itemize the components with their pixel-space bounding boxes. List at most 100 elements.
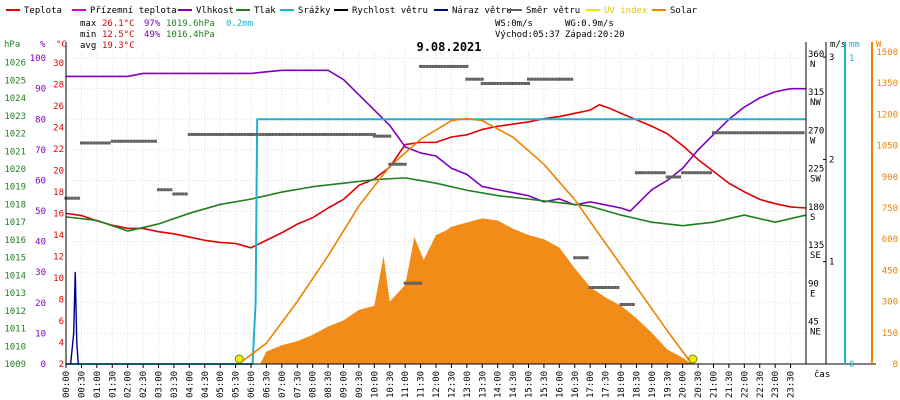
wind-direction-point <box>388 134 392 138</box>
wind-direction-point <box>567 77 571 81</box>
wind-direction-point <box>363 132 367 136</box>
wind-direction-point <box>730 131 734 135</box>
wind-direction-point <box>514 81 518 85</box>
direction-tick: 90 <box>808 279 819 289</box>
hpa-tick: 1011 <box>4 325 26 335</box>
wind-direction-point <box>187 132 191 136</box>
stats-min-hum: 49% <box>144 30 161 40</box>
wind-direction-point <box>650 171 654 175</box>
wind-direction-point <box>305 132 308 136</box>
pct-tick: 60 <box>35 176 46 186</box>
wind-direction-point <box>659 171 663 175</box>
wind-direction-point <box>375 134 379 138</box>
wind-direction-point <box>335 132 339 136</box>
mm-tick: 1 <box>849 54 854 64</box>
hpa-tick: 1024 <box>4 94 26 104</box>
wind-direction-point <box>397 162 401 166</box>
x-tick-label: 10:30 <box>386 371 396 398</box>
compass-label: NW <box>810 98 821 108</box>
direction-tick: 225 <box>808 165 824 175</box>
x-tick-label: 03:30 <box>170 371 180 398</box>
wind-direction-point <box>486 81 490 85</box>
wind-direction-point <box>536 77 540 81</box>
w-unit-label: W <box>876 40 882 50</box>
legend-label: Přízemní teplota <box>90 6 177 16</box>
x-tick-label: 23:30 <box>787 371 797 398</box>
ms-tick: 1 <box>829 258 834 268</box>
degc-tick: 10 <box>53 274 64 284</box>
chart-title: 9.08.2021 <box>416 40 481 54</box>
wind-direction-point <box>687 171 691 175</box>
wind-direction-point <box>480 81 484 85</box>
wind-direction-point <box>261 132 265 136</box>
x-tick-label: 16:00 <box>555 371 565 398</box>
hpa-tick: 1018 <box>4 200 26 210</box>
wind-direction-point <box>237 132 241 136</box>
wind-direction-point <box>366 132 370 136</box>
x-tick-label: 11:00 <box>401 371 411 398</box>
wind-direction-point <box>752 131 756 135</box>
wind-direction-point <box>169 188 173 192</box>
wind-direction-point <box>394 162 398 166</box>
ms-tick: 3 <box>829 53 834 63</box>
legend-label: Směr větru <box>526 6 580 16</box>
degc-tick: 18 <box>53 188 64 198</box>
wind-direction-point <box>351 132 355 136</box>
pct-tick: 100 <box>30 54 46 64</box>
pct-tick: 50 <box>35 207 46 217</box>
wind-direction-point <box>249 132 253 136</box>
stats-max-temp: 26.1°C <box>102 19 135 29</box>
stats-min-label: min <box>80 30 96 40</box>
legend-label: Solar <box>670 6 698 16</box>
degc-tick: 4 <box>59 338 64 348</box>
wind-direction-point <box>172 192 176 196</box>
wind-direction-point <box>601 285 604 289</box>
wind-direction-point <box>138 139 142 143</box>
wind-direction-point <box>462 64 466 68</box>
x-tick-label: 17:00 <box>586 371 596 398</box>
x-tick-label: 18:00 <box>617 371 627 398</box>
degc-tick: 6 <box>59 317 64 327</box>
x-tick-label: 08:30 <box>324 371 334 398</box>
wind-direction-point <box>597 285 601 289</box>
wind-direction-point <box>231 132 234 136</box>
wind-direction-point <box>801 131 805 135</box>
grid <box>65 52 806 365</box>
w-tick: 750 <box>882 204 898 214</box>
wind-direction-point <box>625 302 629 306</box>
wind-direction-point <box>382 134 386 138</box>
pct-unit-label: % <box>40 40 46 50</box>
series-line-4 <box>238 117 693 365</box>
w-tick: 0 <box>893 360 898 370</box>
wind-direction-point <box>715 131 719 135</box>
wind-direction-point <box>505 81 509 85</box>
wind-direction-point <box>733 131 737 135</box>
wind-direction-point <box>120 139 123 143</box>
wind-direction-point <box>545 77 549 81</box>
pct-tick: 30 <box>35 268 46 278</box>
wind-direction-point <box>471 77 475 81</box>
wind-direction-point <box>530 77 534 81</box>
wind-direction-point <box>258 132 262 136</box>
wind-direction-point <box>289 132 293 136</box>
wind-direction-point <box>453 64 456 68</box>
wind-direction-point <box>440 64 444 68</box>
wind-direction-point <box>283 132 287 136</box>
hpa-tick: 1017 <box>4 218 26 228</box>
wind-direction-point <box>437 64 441 68</box>
wind-direction-point <box>662 171 666 175</box>
wind-direction-point <box>311 132 315 136</box>
mm-tick: 0 <box>849 360 854 370</box>
wind-direction-point <box>736 131 740 135</box>
x-axis-label: čas <box>814 369 830 380</box>
wind-direction-point <box>693 171 697 175</box>
wind-direction-point <box>89 141 93 145</box>
wind-direction-point <box>215 132 219 136</box>
wind-direction-point <box>357 132 361 136</box>
wind-direction-point <box>570 77 574 81</box>
compass-label: NE <box>810 328 821 338</box>
wind-direction-point <box>647 171 651 175</box>
wind-direction-point <box>718 131 722 135</box>
wind-direction-point <box>490 81 493 85</box>
wind-direction-point <box>246 132 250 136</box>
